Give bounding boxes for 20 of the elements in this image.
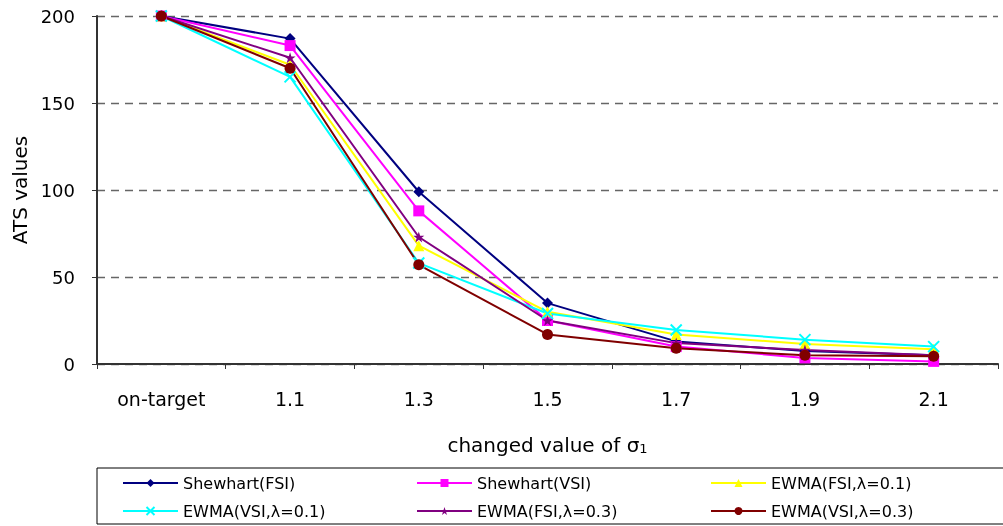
- legend-label: EWMA(FSI,λ=0.3): [477, 501, 618, 521]
- x-tick-label: 1.7: [661, 387, 692, 410]
- x-tick-label: 1.3: [403, 387, 434, 410]
- x-tick-label: on-target: [117, 387, 206, 410]
- legend-label: Shewhart(FSI): [183, 473, 296, 493]
- y-tick-label: 200: [40, 5, 75, 27]
- legend-label: EWMA(VSI,λ=0.1): [183, 501, 326, 521]
- x-axis-title: changed value of σ1: [447, 432, 648, 457]
- legend-label: EWMA(FSI,λ=0.1): [771, 473, 912, 493]
- x-tick-label: 1.5: [532, 387, 563, 410]
- y-tick-label: 50: [52, 266, 75, 288]
- x-tick-label: 1.9: [789, 387, 821, 410]
- y-tick-label: 150: [40, 92, 75, 114]
- legend-label: EWMA(VSI,λ=0.3): [771, 501, 914, 521]
- x-tick-label: 2.1: [918, 387, 949, 410]
- x-tick-label: 1.1: [274, 387, 306, 410]
- y-axis-title: ATS values: [7, 135, 32, 245]
- legend-label: Shewhart(VSI): [477, 473, 592, 493]
- y-tick-label: 0: [63, 353, 75, 375]
- y-tick-label: 100: [40, 179, 75, 201]
